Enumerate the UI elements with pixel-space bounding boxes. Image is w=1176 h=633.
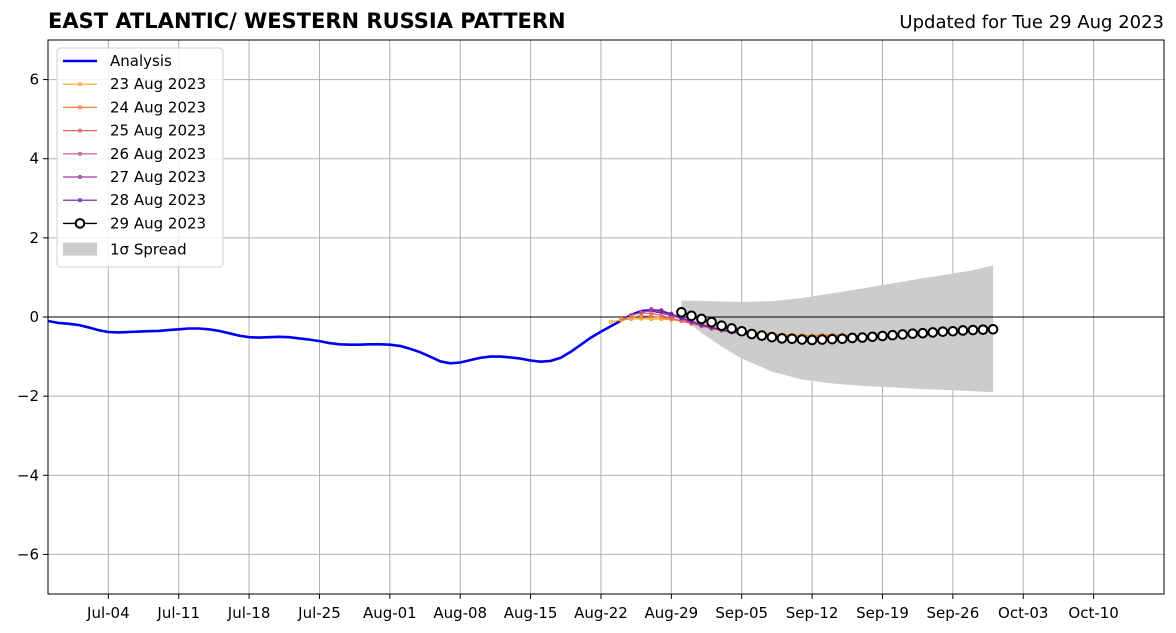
x-tick-label: Jul-11 (156, 604, 200, 622)
forecast-point (826, 333, 838, 345)
x-tick-label: Aug-29 (644, 604, 698, 622)
forecast-point (649, 306, 654, 312)
forecast-point (937, 326, 949, 337)
legend-marker (77, 198, 83, 203)
axes-frame (47, 39, 1165, 595)
chart-title: EAST ATLANTIC/ WESTERN RUSSIA PATTERN (48, 9, 566, 33)
legend-marker (77, 151, 83, 156)
chart-subtitle: Updated for Tue 29 Aug 2023 (899, 12, 1164, 33)
forecast-point (877, 330, 888, 342)
forecast-point (967, 324, 979, 336)
forecast-point (867, 331, 878, 343)
legend-marker (77, 82, 83, 87)
forecast-point (686, 310, 697, 322)
x-tick-label: Sep-05 (715, 604, 768, 622)
legend-label: 28 Aug 2023 (110, 191, 206, 209)
legend-label: 26 Aug 2023 (110, 145, 206, 163)
forecast-point (629, 312, 634, 318)
legend-marker (77, 174, 83, 180)
y-tick-label: −6 (17, 545, 39, 563)
forecast-point (629, 314, 634, 320)
spread-band (681, 265, 994, 393)
y-tick-label: −4 (17, 466, 39, 484)
forecast-point (857, 332, 868, 343)
legend-box (56, 47, 224, 268)
forecast-point (917, 327, 929, 339)
forecast-point (816, 334, 828, 345)
forecast-point (766, 331, 778, 343)
x-tick-label: Jul-25 (297, 604, 341, 622)
forecast-point (796, 334, 808, 345)
forecast-point (726, 323, 737, 334)
y-tick-label: 4 (29, 150, 39, 168)
legend-label: 27 Aug 2023 (110, 168, 206, 186)
forecast-point (639, 310, 644, 315)
legend-label: 24 Aug 2023 (110, 98, 206, 116)
x-tick-label: Sep-12 (786, 604, 839, 622)
y-tick-label: 6 (29, 71, 39, 89)
y-tick-label: −2 (17, 387, 39, 405)
x-tick-label: Aug-08 (433, 604, 487, 622)
forecast-point (887, 329, 898, 341)
legend-label: 1σ Spread (110, 241, 187, 259)
legend-marker (77, 128, 83, 133)
legend-label: 29 Aug 2023 (110, 214, 206, 232)
forecast-point (618, 316, 624, 322)
legend-label: 23 Aug 2023 (110, 75, 206, 93)
forecast-point (947, 325, 959, 337)
forecast-point (608, 319, 614, 324)
legend-label: Analysis (110, 52, 172, 70)
x-tick-label: Oct-03 (998, 604, 1048, 622)
x-tick-label: Aug-15 (504, 604, 558, 622)
legend-marker (77, 105, 83, 110)
forecast-point (776, 333, 788, 344)
forecast-point (806, 334, 818, 346)
forecast-point (927, 327, 939, 338)
legend-swatch (63, 242, 97, 256)
analysis-line (47, 309, 672, 365)
x-tick-label: Sep-26 (926, 604, 979, 622)
y-tick-label: 2 (29, 229, 39, 247)
forecast-point (756, 330, 768, 341)
x-tick-label: Aug-22 (574, 604, 628, 622)
forecast-point (836, 333, 848, 345)
forecast-point (957, 325, 969, 336)
forecast-point (786, 333, 798, 345)
forecast-point (659, 308, 664, 314)
forecast-point (907, 328, 918, 339)
x-tick-label: Jul-18 (227, 604, 271, 622)
forecast-point (897, 329, 908, 340)
forecast-point (847, 332, 858, 344)
forecast-point (736, 325, 748, 337)
forecast-point (706, 316, 717, 328)
forecast-point (746, 328, 758, 340)
legend-label: 25 Aug 2023 (110, 122, 206, 140)
forecast-point (987, 323, 999, 335)
x-tick-label: Sep-19 (856, 604, 909, 622)
forecast-point (716, 320, 727, 332)
forecast-point (977, 324, 989, 335)
forecast-point (676, 306, 687, 318)
legend-marker (74, 218, 86, 229)
x-tick-label: Aug-01 (363, 604, 417, 622)
forecast-point (669, 311, 674, 316)
x-tick-label: Jul-04 (86, 604, 130, 622)
x-tick-label: Oct-10 (1068, 604, 1118, 622)
forecast-point (696, 313, 707, 325)
y-tick-label: 0 (29, 308, 39, 326)
